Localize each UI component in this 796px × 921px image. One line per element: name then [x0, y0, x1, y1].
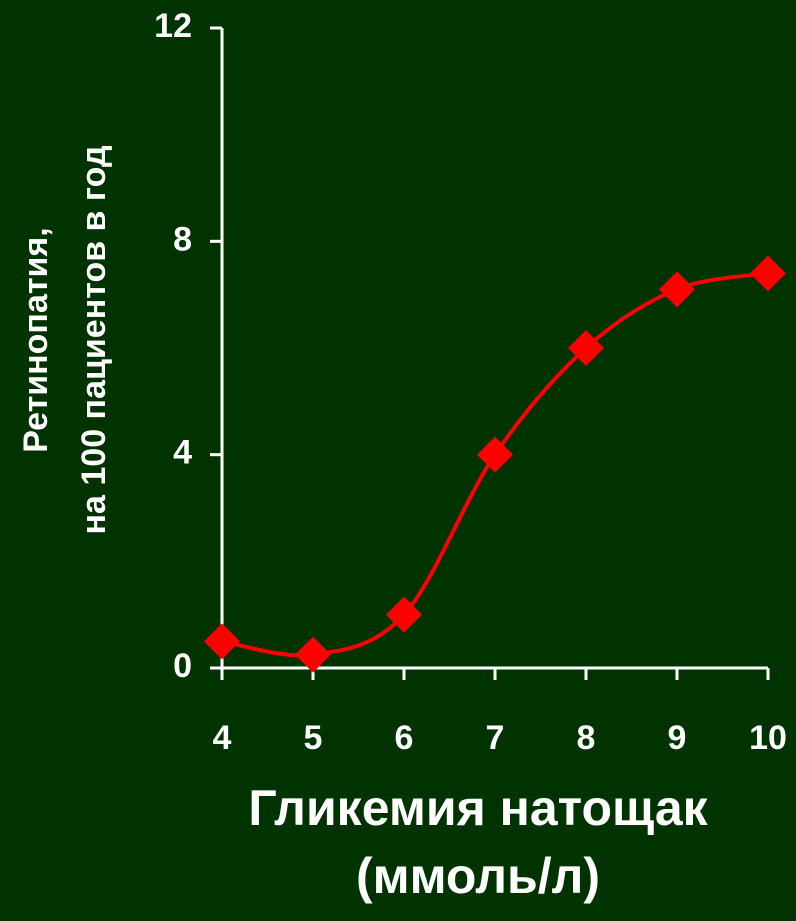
marker: [295, 636, 331, 673]
y-axis-label-group: Ретинопатия, на 100 пациентов в год: [17, 145, 113, 534]
x-axis-label: (ммоль/л): [356, 848, 600, 904]
marker: [750, 255, 786, 292]
x-axis-label: Гликемия натощак: [248, 780, 708, 836]
y-axis-label: Ретинопатия,: [17, 227, 55, 452]
x-tick-label: 9: [668, 719, 687, 757]
marker: [659, 271, 695, 308]
x-tick-label: 10: [749, 719, 787, 757]
marker: [568, 330, 604, 366]
x-tick-label: 7: [486, 719, 505, 757]
marker: [204, 623, 240, 660]
y-axis-label: на 100 пациентов в год: [75, 145, 113, 534]
y-tick-label: 0: [173, 647, 192, 685]
marker: [386, 596, 422, 633]
marker: [477, 436, 513, 473]
y-tick-label: 8: [173, 220, 192, 258]
y-tick-label: 4: [173, 434, 192, 472]
x-tick-label: 4: [213, 719, 232, 757]
x-tick-label: 6: [395, 719, 414, 757]
y-tick-label: 12: [154, 7, 192, 45]
x-tick-label: 5: [304, 719, 323, 757]
x-tick-label: 8: [577, 719, 596, 757]
